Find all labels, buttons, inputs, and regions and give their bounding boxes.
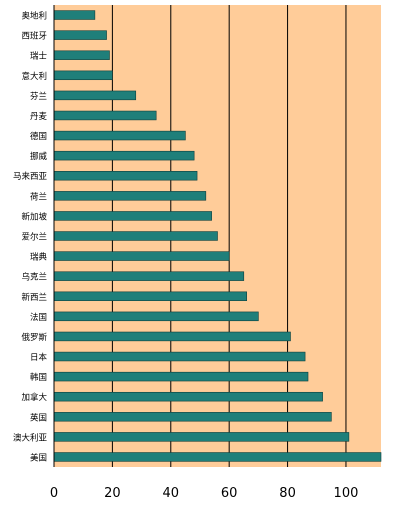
x-tick-label: 60 [221, 486, 238, 501]
category-label: 英国 [30, 412, 47, 423]
category-label: 挪威 [30, 151, 48, 162]
category-label: 乌克兰 [21, 272, 47, 283]
x-tick-labels: 0 20 40 60 80 100 [50, 486, 359, 501]
bar-series [53, 10, 382, 462]
category-labels: 奥地利西班牙瑞士意大利芬兰丹麦德国挪威马来西亚荷兰新加坡爱尔兰瑞典乌克兰新西兰法… [13, 11, 48, 464]
category-label: 新加坡 [21, 211, 47, 222]
category-label: 澳大利亚 [13, 432, 48, 443]
category-label: 芬兰 [30, 91, 47, 102]
category-label: 瑞士 [30, 51, 48, 62]
category-label: 意大利 [21, 71, 47, 82]
category-label: 瑞典 [30, 252, 48, 263]
bar [53, 110, 157, 121]
bar [53, 251, 230, 261]
bar [53, 150, 195, 161]
category-label: 加拿大 [21, 392, 47, 403]
bar [53, 391, 323, 402]
category-label: 俄罗斯 [21, 332, 47, 343]
category-label: 德国 [30, 131, 47, 142]
category-label: 日本 [30, 352, 48, 363]
bar [53, 452, 382, 462]
bar [53, 191, 207, 201]
category-label: 新西兰 [21, 292, 47, 303]
bar [53, 211, 212, 221]
category-label: 法国 [30, 312, 47, 323]
category-label: 荷兰 [30, 191, 47, 202]
category-label: 丹麦 [30, 111, 48, 122]
bar [53, 70, 113, 81]
bar [53, 130, 186, 141]
bar [53, 90, 137, 101]
x-tick-label: 100 [334, 486, 359, 501]
bar [53, 50, 110, 60]
bar [53, 271, 245, 281]
x-tick-label: 0 [50, 486, 58, 501]
bar [53, 351, 306, 362]
x-tick-label: 40 [163, 486, 180, 501]
bar [53, 231, 218, 241]
bar [53, 371, 309, 382]
bar [53, 171, 198, 181]
x-tick-label: 20 [104, 486, 121, 501]
bar [53, 331, 291, 342]
category-label: 马来西亚 [13, 172, 48, 182]
bar [53, 291, 247, 301]
category-label: 爱尔兰 [21, 232, 47, 243]
bar [53, 432, 350, 442]
category-label: 西班牙 [21, 31, 47, 42]
category-label: 韩国 [30, 372, 47, 383]
category-label: 美国 [30, 452, 47, 463]
bar [53, 30, 107, 40]
bar [53, 10, 96, 20]
bar [53, 412, 332, 422]
bar [53, 311, 259, 322]
category-label: 奥地利 [21, 11, 47, 22]
x-tick-label: 80 [279, 486, 296, 501]
